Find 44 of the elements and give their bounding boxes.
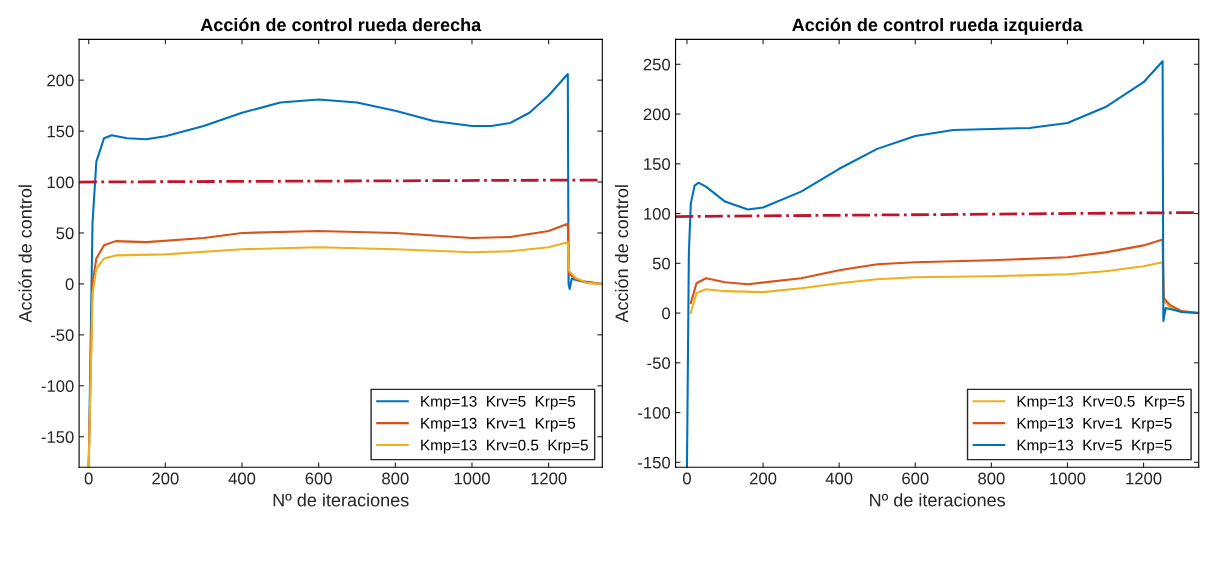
x-tick-label: 400 [825,472,853,485]
legend-label: Kmp=13 Krv=1 Krp=5 [1017,417,1172,432]
line-series [685,60,1199,468]
y-tick-label: -150 [638,456,671,469]
y-tick-label: 0 [65,278,74,291]
x-tick-label: 800 [978,472,1005,485]
y-tick-label: 150 [47,125,74,138]
y-tick-label: 200 [47,74,74,87]
x-axis-title: Nº de iteraciones [273,493,409,507]
legend-label: Kmp=13 Krv=5 Krp=5 [421,395,576,410]
chart-title: Acción de control rueda derecha [200,17,482,32]
x-tick-label: 600 [305,472,332,485]
x-tick-label: 1000 [454,472,490,485]
legend-label: Kmp=13 Krv=0.5 Krp=5 [421,439,588,454]
y-tick-label: 200 [643,108,671,121]
y-tick-label: 250 [643,58,671,71]
x-tick-label: 0 [84,472,93,485]
legend-label: Kmp=13 Krv=5 Krp=5 [1017,439,1172,454]
y-tick-label: -100 [41,380,74,392]
y-tick-label: -50 [647,357,671,370]
y-tick-label: 150 [644,158,671,170]
x-tick-label: 200 [750,472,777,485]
x-tick-label: 600 [902,472,929,485]
x-tick-label: 0 [682,472,691,485]
y-tick-label: 100 [47,176,74,189]
y-axis-title: Acción de control [614,185,629,323]
y-tick-label: 50 [56,227,74,240]
legend-label: Kmp=13 Krv=0.5 Krp=5 [1017,395,1185,410]
y-tick-label: -50 [50,329,74,342]
y-tick-label: -150 [41,431,74,443]
x-tick-label: 1200 [1126,472,1162,485]
y-axis-title: Acción de control [18,185,32,323]
x-axis-title: Nº de iteraciones [870,493,1006,507]
legend-label: Kmp=13 Krv=1 Krp=5 [421,417,576,432]
x-tick-label: 1200 [531,472,567,485]
y-tick-label: 100 [644,207,671,220]
y-tick-label: 50 [652,257,671,270]
y-tick-label: -100 [638,406,671,419]
x-tick-label: 400 [228,472,256,485]
chart-title: Acción de control rueda izquierda [792,17,1083,35]
x-tick-label: 200 [152,472,179,485]
x-tick-label: 800 [382,472,409,485]
y-tick-label: 0 [662,307,671,320]
x-tick-label: 1000 [1050,472,1086,485]
